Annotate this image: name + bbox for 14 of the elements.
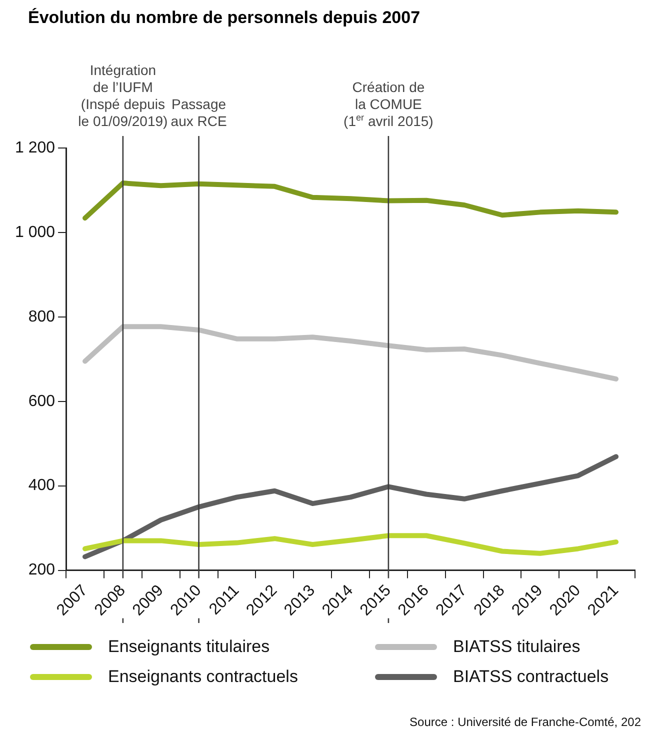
y-tick-label: 1 200 [14, 139, 56, 156]
y-tick-label: 1 000 [14, 224, 56, 241]
chart-title: Évolution du nombre de personnels depuis 2007 [28, 8, 422, 28]
y-tick-label: 800 [28, 308, 56, 326]
legend-label: Enseignants titulaires [108, 637, 270, 657]
source-note: Source : Université de Franche-Comté, 202 [408, 715, 641, 729]
legend-label: BIATSS contractuels [453, 667, 609, 687]
y-tick-label: 600 [28, 392, 56, 410]
y-tick-label: 400 [28, 477, 56, 494]
y-tick-label: 200 [28, 562, 56, 579]
ref-line-label: Passage aux RCE [170, 96, 227, 129]
legend-label: BIATSS titulaires [453, 637, 580, 657]
legend-label: Enseignants contractuels [108, 667, 298, 687]
ref-line-label: Intégration de l’IUFM (Inspé depuis le 01/09/2019) [78, 62, 168, 129]
